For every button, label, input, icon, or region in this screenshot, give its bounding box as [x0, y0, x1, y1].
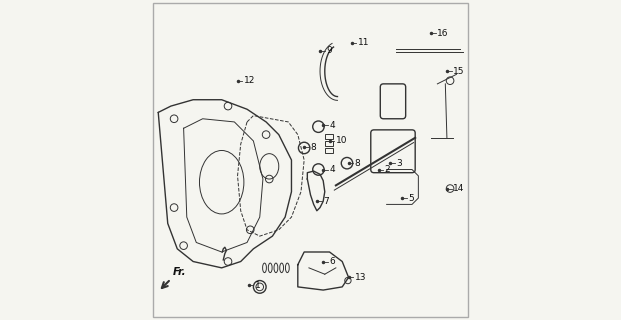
- Text: 4: 4: [329, 121, 335, 130]
- Text: 6: 6: [329, 257, 335, 266]
- Text: 5: 5: [409, 194, 414, 203]
- Text: 11: 11: [358, 38, 369, 47]
- Text: 7: 7: [323, 197, 329, 206]
- Text: 3: 3: [396, 159, 402, 168]
- Bar: [325, 134, 333, 140]
- Bar: [325, 148, 333, 153]
- Text: 8: 8: [310, 143, 316, 152]
- Text: 12: 12: [243, 76, 255, 85]
- Text: 1: 1: [255, 281, 260, 290]
- Bar: [325, 141, 333, 146]
- Text: 10: 10: [335, 136, 347, 146]
- Text: 13: 13: [355, 273, 366, 282]
- Text: 4: 4: [329, 165, 335, 174]
- Text: 8: 8: [355, 159, 360, 168]
- Text: 16: 16: [437, 28, 448, 38]
- Text: 2: 2: [385, 165, 391, 174]
- Text: Fr.: Fr.: [173, 268, 186, 277]
- Text: 15: 15: [453, 67, 465, 76]
- Text: 14: 14: [453, 184, 465, 193]
- Text: 9: 9: [326, 46, 332, 55]
